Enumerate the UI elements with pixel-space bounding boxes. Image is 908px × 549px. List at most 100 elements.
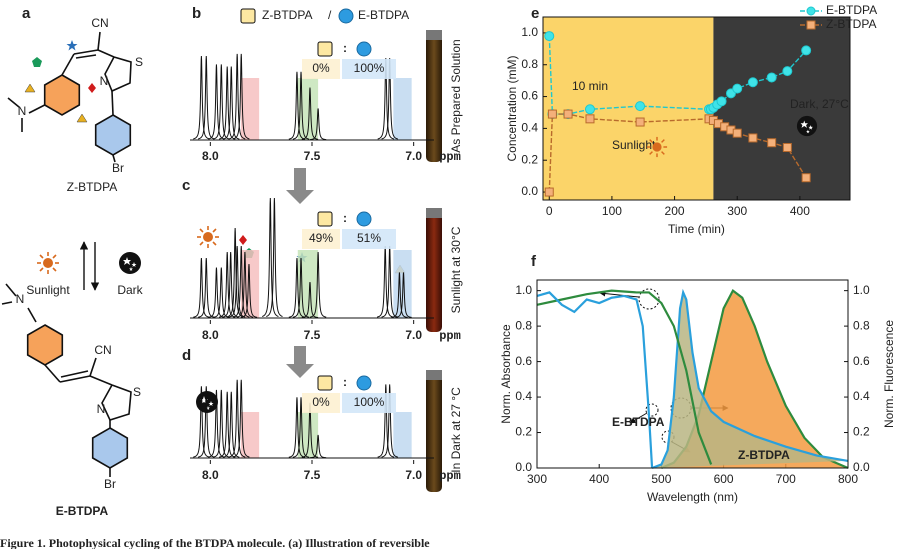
vial [426,370,442,492]
x-tick-label: 7.5 [304,468,321,482]
highlight-band [393,78,412,140]
y-tick-label: 0.6 [515,354,532,368]
y2-tick-label: 1.0 [853,283,870,297]
marker [716,96,727,107]
ratio-value: 49% [309,231,333,245]
x-tick-label: 8.0 [202,149,219,163]
atom-label: Br [104,477,116,491]
x-tick-label: 7.0 [405,328,422,342]
y-tick-label: 0.4 [515,389,532,403]
panel-label: b [192,5,201,22]
curve [536,291,654,469]
x-tick-label: 7.0 [405,468,422,482]
x-tick-label: 200 [665,204,685,218]
nmr-peak [228,53,246,140]
nmr-peak [218,391,236,458]
nmr-peak [301,87,319,140]
x-tick-label: 7.5 [304,149,321,163]
nmr-peak [309,251,327,318]
nmr-peak [309,108,327,141]
atom-label: S [133,385,141,399]
nmr-peak [377,384,395,458]
legend-label: E-BTDPA [358,8,409,22]
nmr-peak [213,64,230,140]
y-tick-label: 0.4 [521,121,538,135]
legend-label: E-BTDPA [826,3,877,17]
compound-name: E-BTDPA [56,504,109,518]
x-tick-label: 700 [776,472,796,486]
x-tick-label: 300 [727,204,747,218]
y-tick-label: 0.2 [521,152,538,166]
nmr-peak [232,53,250,140]
panel-label: f [531,253,537,270]
marker [635,101,646,112]
marker [748,133,758,143]
x-axis-label: Time (min) [668,222,725,236]
x-tick-label: 400 [589,472,609,486]
marker [585,114,595,124]
ratio-swatch [317,41,333,57]
nmr-peak [309,434,327,459]
y2-tick-label: 0.6 [853,354,870,368]
z-structure: N CN S N Br [7,16,143,175]
panel-label: a [22,5,31,22]
legend-marker [806,6,816,16]
vial [426,208,442,332]
x-tick-label: 8.0 [202,328,219,342]
x-tick-label: 400 [790,204,810,218]
peak-marker [239,235,247,245]
ratio-value: 51% [357,231,381,245]
x-tick-label: 7.5 [304,328,321,342]
x-tick-label: 0 [546,204,553,218]
nmr-peak [236,251,254,318]
vial-label: In Dark at 27 °C [449,387,463,473]
e-structure: N CN S N Br [1,283,141,491]
marker [767,138,777,148]
nmr-peak [395,272,412,318]
ratio-swatch [356,41,372,57]
y2-tick-label: 0.2 [853,425,870,439]
ratio-box [342,229,396,249]
vial-label: Sunlight at 30°C [449,226,463,313]
x-axis-label: Wavelength (nm) [647,490,738,504]
x-tick-label: 300 [527,472,547,486]
y-tick-label: 0.8 [521,57,538,71]
nmr-peak [240,263,258,318]
marker [801,45,812,56]
nmr-peak [232,379,250,458]
marker [801,173,811,183]
curve [651,288,849,470]
ratio-swatch [317,375,333,391]
nmr-peak [292,71,310,140]
ratio-sep: : [343,41,347,55]
y-axis-label: Norm. Absorbance [499,324,513,424]
atom-label: N [100,74,109,88]
nmr-peak [288,397,306,458]
ratio-value: 0% [312,61,330,75]
moon-icon [119,252,141,274]
nmr-peak [193,55,210,140]
y2-tick-label: 0.8 [853,318,870,332]
marker [584,104,595,115]
atom-label: CN [94,343,111,357]
panel-label: e [531,5,539,22]
y-axis-label: Concentration (mM) [505,55,519,161]
ratio-value: 100% [354,61,385,75]
marker [747,77,758,88]
annotation: Z-BTDPA [738,448,790,462]
highlight-band [240,78,260,140]
vial [426,30,442,162]
nmr-peak [292,397,310,458]
x-tick-label: 7.0 [405,149,422,163]
process-arrow [286,168,314,204]
legend-marker [806,20,816,30]
legend-swatch [338,8,354,24]
x-tick-label: 100 [602,204,622,218]
y2-tick-label: 0.0 [853,460,870,474]
nmr-peak [391,272,408,318]
marker [782,142,792,152]
ratio-box [342,393,396,413]
marker [732,128,742,138]
condition-label: Sunlight [26,283,70,297]
